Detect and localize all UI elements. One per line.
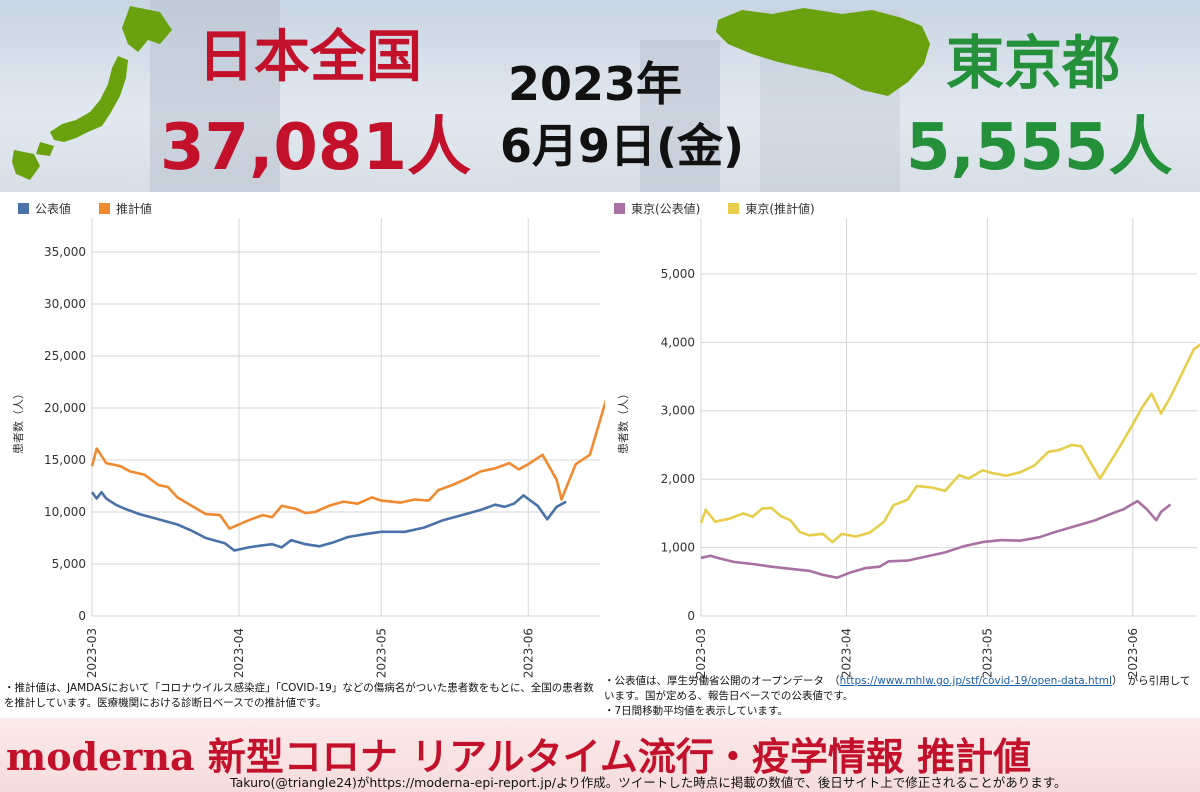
series-line-0 [90, 490, 567, 552]
background-building [150, 0, 280, 192]
x-tick-label: 2023-04 [840, 628, 854, 678]
legend-label: 東京(公表値) [631, 202, 701, 216]
header: 日本全国 37,081人 2023年 6月9日(金) 東京都 5,555人 [0, 0, 1200, 192]
date-day: 6月9日(金) [500, 119, 745, 173]
y-tick-label: 25,000 [44, 349, 86, 363]
legend-tokyo: 東京(公表値) 東京(推計値) [614, 200, 815, 217]
y-tick-label: 20,000 [44, 401, 86, 415]
legend-label: 公表値 [35, 202, 72, 216]
tokyo-label: 東京都 [946, 29, 1121, 97]
footer-credit: Takuro(@triangle24)がhttps://moderna-epi-… [230, 775, 1067, 790]
y-tick-label: 15,000 [44, 453, 86, 467]
national-chart: 0 5,000 10,000 15,000 20,000 25,000 30,000 35,0… [12, 218, 605, 678]
legend-item-published: 公表値 [18, 200, 71, 217]
series-line-0 [700, 499, 1172, 580]
legend-label: 東京(推計値) [745, 202, 815, 216]
legend-swatch [728, 203, 740, 214]
tokyo-value: 5,555人 [906, 111, 1173, 185]
y-tick-label: 2,000 [661, 472, 695, 486]
note-right-text: ・公表値は、厚生労働省公開のオープンデータ （ [604, 675, 840, 687]
note-left: ・推計値は、JAMDASにおいて「コロナウイルス感染症」「COVID-19」など… [4, 682, 594, 709]
x-tick-label: 2023-03 [694, 628, 708, 678]
note-right-text-2: ） から引用しています。国が定める、報告日ベースでの公表値です。 [604, 675, 1191, 702]
y-tick-label: 30,000 [44, 297, 86, 311]
japan-map-icon [12, 6, 172, 180]
y-tick-label: 4,000 [661, 335, 695, 349]
open-data-link[interactable]: https://www.mhlw.go.jp/stf/covid-19/open… [839, 675, 1112, 687]
y-axis-label: 患者数（人） [617, 388, 630, 454]
y-axis-label: 患者数（人） [12, 388, 25, 454]
y-tick-label: 5,000 [661, 267, 695, 281]
footer [0, 718, 1200, 792]
y-tick-label: 0 [78, 609, 86, 623]
legend-label: 推計値 [116, 202, 153, 216]
x-tick-label: 2023-05 [980, 628, 994, 678]
note-right-text-3: ・7日間移動平均値を表示しています。 [604, 705, 788, 717]
legend-swatch [99, 203, 111, 214]
legend-item-tokyo-estimate: 東京(推計値) [728, 200, 815, 217]
y-tick-label: 35,000 [44, 245, 86, 259]
y-tick-label: 1,000 [661, 541, 695, 555]
y-tick-label: 5,000 [52, 557, 86, 571]
series-line-1 [90, 398, 605, 530]
legend-swatch [614, 203, 625, 214]
national-label: 日本全国 [198, 25, 422, 90]
tokyo-chart: 0 1,000 2,000 3,000 4,000 5,000 2023-03 2023-04… [617, 218, 1200, 678]
y-tick-label: 10,000 [44, 505, 86, 519]
legend-item-estimate: 推計値 [99, 200, 152, 217]
date-year: 2023年 [508, 57, 683, 111]
y-tick-label: 3,000 [661, 404, 695, 418]
legend-national: 公表値 推計値 [18, 200, 152, 217]
legend-item-tokyo-published: 東京(公表値) [614, 200, 700, 217]
series-line-1 [699, 343, 1200, 544]
background-building [640, 40, 720, 192]
footer-banner: moderna 新型コロナ リアルタイム流行・疫学情報 推計値 [6, 734, 1032, 779]
x-tick-label: 2023-06 [521, 628, 535, 678]
x-tick-label: 2023-06 [1126, 628, 1140, 678]
legend-swatch [18, 203, 29, 214]
tokyo-map-icon [716, 8, 930, 96]
x-tick-label: 2023-04 [232, 628, 246, 678]
x-tick-label: 2023-05 [374, 628, 388, 678]
y-tick-label: 0 [687, 609, 695, 623]
note-right: ・公表値は、厚生労働省公開のオープンデータ （https://www.mhlw.… [604, 674, 1198, 719]
national-value: 37,081人 [160, 111, 471, 185]
x-tick-label: 2023-03 [85, 628, 99, 678]
